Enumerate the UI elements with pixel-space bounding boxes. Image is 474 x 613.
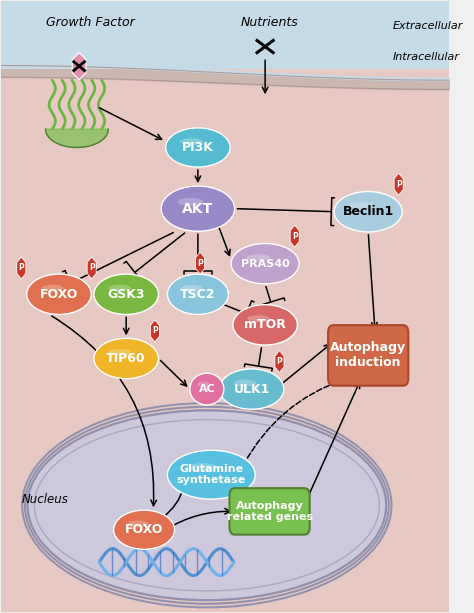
Ellipse shape [109, 349, 131, 356]
Polygon shape [275, 351, 284, 373]
Text: GSK3: GSK3 [108, 287, 145, 301]
Ellipse shape [109, 284, 131, 292]
Text: TSC2: TSC2 [180, 287, 216, 301]
Polygon shape [290, 225, 299, 247]
FancyBboxPatch shape [0, 44, 458, 613]
Text: AKT: AKT [182, 202, 213, 216]
Ellipse shape [334, 191, 402, 232]
Text: Extracellular: Extracellular [393, 21, 463, 31]
Ellipse shape [190, 373, 224, 405]
Polygon shape [87, 257, 96, 279]
Ellipse shape [247, 315, 270, 322]
Ellipse shape [161, 186, 235, 231]
Ellipse shape [178, 198, 203, 206]
Text: Nucleus: Nucleus [22, 493, 69, 506]
Text: ULK1: ULK1 [234, 383, 270, 395]
Polygon shape [46, 129, 108, 148]
Polygon shape [196, 252, 205, 274]
Ellipse shape [41, 284, 64, 292]
Text: Beclin1: Beclin1 [343, 205, 394, 218]
Text: P: P [18, 264, 24, 272]
Polygon shape [17, 257, 26, 279]
Text: P: P [197, 259, 203, 268]
Polygon shape [150, 320, 159, 342]
Bar [0, 1, 449, 69]
Ellipse shape [167, 274, 228, 314]
Text: P: P [152, 327, 158, 335]
Ellipse shape [198, 381, 210, 387]
Ellipse shape [349, 202, 374, 209]
Text: PRAS40: PRAS40 [241, 259, 290, 268]
Ellipse shape [231, 243, 299, 284]
Text: Glutamine
synthetase: Glutamine synthetase [177, 464, 246, 485]
Ellipse shape [187, 463, 218, 471]
Ellipse shape [167, 450, 255, 499]
Text: P: P [396, 180, 401, 189]
Text: FOXO: FOXO [40, 287, 78, 301]
Ellipse shape [94, 338, 158, 379]
Ellipse shape [234, 379, 256, 387]
FancyBboxPatch shape [229, 488, 310, 535]
Text: AC: AC [199, 384, 215, 394]
Bar [0, 1, 449, 80]
FancyBboxPatch shape [328, 325, 408, 386]
Text: P: P [276, 357, 283, 366]
Ellipse shape [27, 274, 91, 314]
Ellipse shape [27, 411, 386, 600]
Ellipse shape [114, 510, 174, 549]
Text: Growth Factor: Growth Factor [46, 15, 135, 29]
Ellipse shape [181, 284, 202, 292]
Ellipse shape [165, 128, 230, 167]
Text: FOXO: FOXO [125, 524, 163, 536]
Text: Intracellular: Intracellular [393, 52, 460, 62]
Text: Autophagy
induction: Autophagy induction [330, 341, 406, 370]
Ellipse shape [94, 274, 158, 314]
Ellipse shape [233, 305, 297, 345]
Ellipse shape [219, 369, 284, 409]
Text: P: P [292, 232, 298, 241]
Polygon shape [394, 173, 403, 195]
Ellipse shape [246, 254, 270, 261]
Ellipse shape [128, 520, 149, 527]
Text: Nutrients: Nutrients [241, 15, 299, 29]
Text: mTOR: mTOR [244, 318, 286, 332]
Text: P: P [89, 264, 94, 272]
Text: PI3K: PI3K [182, 141, 214, 154]
Text: TIP60: TIP60 [106, 352, 146, 365]
Ellipse shape [180, 138, 203, 145]
Text: Autophagy
related genes: Autophagy related genes [227, 501, 313, 522]
Polygon shape [73, 53, 86, 80]
